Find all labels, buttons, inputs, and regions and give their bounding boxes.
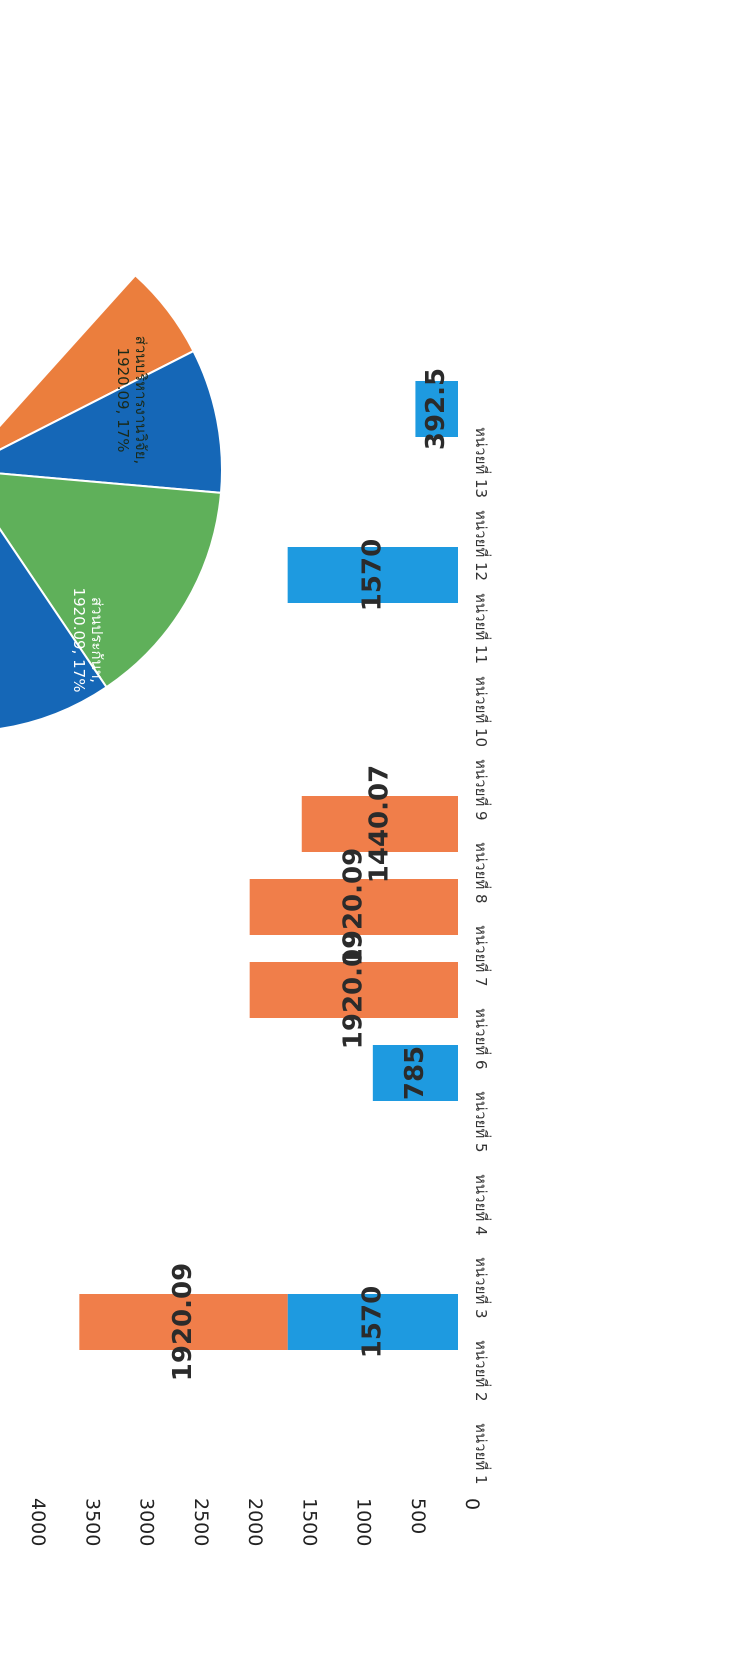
category-label: หน่วยที่ 1 — [472, 1423, 492, 1485]
category-label: หน่วยที่ 9 — [472, 759, 492, 821]
bar — [249, 879, 458, 935]
y-tick-label: 2000 — [244, 1498, 266, 1546]
category-label: หน่วยที่ 2 — [472, 1340, 492, 1402]
pie-slice-admin — [0, 349, 223, 494]
bar — [372, 1045, 458, 1101]
pie-slice-research — [0, 472, 223, 689]
bar-data-label: 1440.07 — [364, 765, 394, 883]
y-tick-label: 1000 — [353, 1498, 375, 1546]
bar-data-label: 1920.09 — [338, 848, 368, 966]
pie-slice-label: ส่วนบริหารงานวิจัย,1920.09, 17% — [114, 336, 150, 465]
bar-data-label: 1920.09 — [168, 1263, 198, 1381]
bar-data-label: 1570 — [357, 1286, 387, 1358]
category-label: หน่วยที่ 5 — [472, 1091, 492, 1153]
y-tick-label: 3000 — [136, 1498, 158, 1546]
bar-data-label: 1570 — [357, 539, 387, 611]
pie-slice-label: ส่วนประกันฯ,1920.09, 17% — [70, 588, 106, 693]
category-label: หน่วยที่ 8 — [472, 842, 492, 904]
category-label: หน่วยที่ 12 — [472, 510, 492, 581]
category-label: หน่วยที่ 4 — [472, 1174, 492, 1236]
y-tick-label: 3500 — [81, 1498, 103, 1546]
bar — [287, 1294, 458, 1350]
pie-chart: ส่วนประกันฯ,1920.09, 17% ส่วนบริหารงานวิจ… — [0, 177, 224, 730]
bar — [79, 1294, 288, 1350]
y-tick-label: 0 — [461, 1498, 483, 1510]
bar — [415, 381, 458, 437]
bar — [249, 962, 458, 1018]
y-tick-label: 500 — [407, 1498, 429, 1534]
bar-chart: 0 500 1000 1500 2000 2500 3000 3500 4000 หน่วยที่… — [27, 368, 492, 1546]
bar-data-label: 392.5 — [421, 368, 451, 450]
category-label: หน่วยที่ 11 — [472, 593, 492, 664]
category-label: หน่วยที่ 3 — [472, 1257, 492, 1319]
y-tick-label: 4000 — [27, 1498, 49, 1546]
bar-data-label: 785 — [400, 1046, 430, 1100]
y-tick-label: 1500 — [298, 1498, 320, 1546]
bar — [301, 796, 458, 852]
bar — [287, 547, 458, 603]
category-label: หน่วยที่ 7 — [472, 925, 492, 987]
y-tick-label: 2500 — [190, 1498, 212, 1546]
pie-slice-qa — [0, 527, 108, 730]
pie-slice-label: สำนักงานเลขานุการ,785, 7% — [66, 177, 102, 314]
category-label: หน่วยที่ 10 — [472, 676, 492, 747]
category-label: หน่วยที่ 6 — [472, 1008, 492, 1070]
category-label: หน่วยที่ 13 — [472, 427, 492, 498]
bar-data-label: 1920.09 — [338, 931, 368, 1049]
